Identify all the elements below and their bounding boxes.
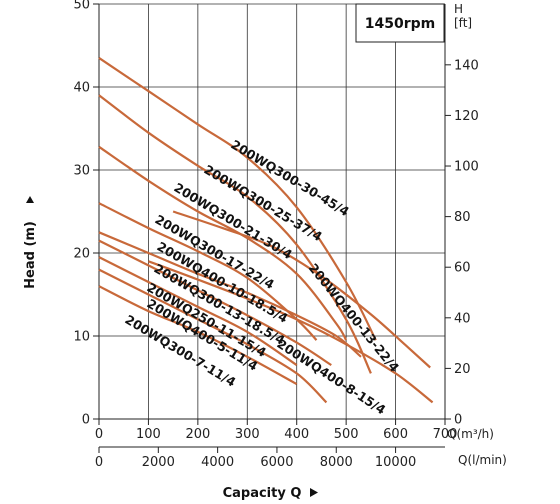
y-tick-label: 0 (82, 413, 90, 428)
right-axis-unit-top: H (454, 2, 463, 16)
x-tick-label: 100 (136, 427, 161, 442)
x-tick-label: 700 (433, 427, 458, 442)
right-axis-unit-bottom: [ft] (454, 16, 472, 30)
lmin-tick-label: 2000 (142, 455, 175, 470)
ft-tick-label: 80 (454, 210, 471, 225)
x-unit-m3h: Q(m³/h) (447, 427, 494, 441)
rpm-label: 1450rpm (365, 16, 435, 32)
lmin-tick-label: 10000 (375, 455, 416, 470)
lmin-tick-label: 0 (95, 455, 103, 470)
ft-tick-label: 40 (454, 311, 471, 326)
y-axis-label: Head (m) (23, 221, 38, 289)
x-unit-lmin: Q(l/min) (458, 453, 507, 467)
rpm-box (355, 3, 445, 43)
ft-tick-label: 20 (454, 362, 471, 377)
x-tick-label: 0 (95, 427, 103, 442)
pump-curve (98, 256, 298, 367)
pump-curve (98, 239, 332, 367)
x-tick-label: 600 (383, 427, 408, 442)
y-tick-label: 20 (73, 247, 90, 262)
pump-curve (172, 210, 431, 369)
x-tick-label: 500 (334, 427, 359, 442)
y-axis-title: Head (m) (23, 196, 38, 289)
lmin-tick-label: 8000 (320, 455, 353, 470)
x-tick-label: 300 (235, 427, 260, 442)
x-axis-label: Capacity Q (223, 486, 302, 501)
y-tick-label: 10 (73, 330, 90, 345)
y-axis-arrow-icon (26, 196, 34, 203)
ft-tick-label: 0 (454, 413, 462, 428)
ft-tick-label: 120 (454, 109, 479, 124)
pump-curve (98, 285, 298, 386)
ft-tick-label: 60 (454, 261, 471, 276)
y-tick-label: 50 (73, 0, 90, 13)
lmin-tick-label: 4000 (201, 455, 234, 470)
ft-tick-label: 140 (454, 58, 479, 73)
lmin-tick-label: 6000 (260, 455, 293, 470)
pump-curve (98, 56, 377, 341)
y-tick-label: 40 (73, 81, 90, 96)
pump-curves (98, 56, 434, 404)
x-tick-label: 400 (284, 427, 309, 442)
y-tick-label: 30 (73, 164, 90, 179)
x-tick-label: 200 (185, 427, 210, 442)
curve-labels: 200WQ300-30-45/4200WQ300-25-37/4200WQ300… (122, 137, 402, 418)
pump-curve (98, 268, 328, 404)
x-axis-title: Capacity Q (223, 486, 318, 501)
pump-curve (98, 94, 372, 374)
x-axis-arrow-icon (310, 488, 318, 497)
ft-tick-label: 100 (454, 160, 479, 175)
pump-curve (148, 260, 434, 404)
pump-curve (98, 145, 348, 341)
pump-curve (98, 231, 362, 358)
